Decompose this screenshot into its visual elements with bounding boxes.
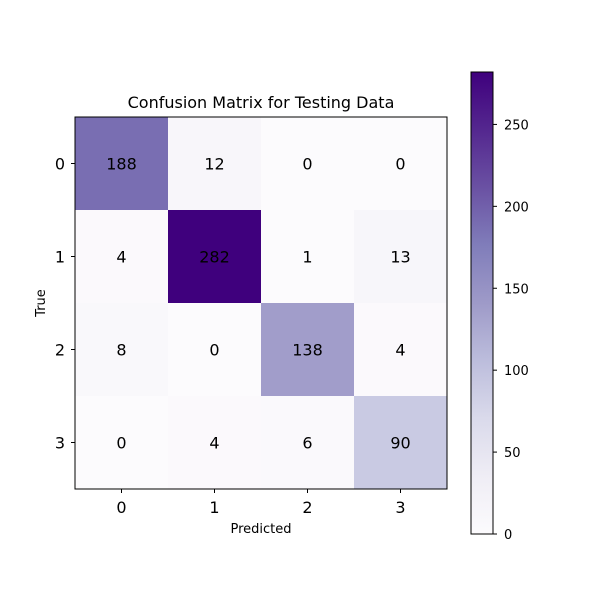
heatmap-cell [354, 117, 448, 211]
heatmap-cell [75, 210, 169, 304]
x-tick-label: 3 [395, 498, 405, 517]
y-axis-label: True [34, 289, 49, 318]
cell-value-label: 1 [302, 248, 312, 267]
heatmap-cell [261, 117, 355, 211]
cell-value-label: 6 [302, 434, 312, 453]
colorbar-tick-label: 100 [504, 364, 529, 379]
heatmap-cell [168, 396, 262, 490]
heatmap-cell [261, 303, 355, 397]
heatmap-cell [354, 210, 448, 304]
colorbar-ticks: 0 50 100 150 200 250 [493, 118, 529, 543]
cell-value-label: 13 [390, 248, 410, 267]
cell-value-label: 138 [292, 341, 323, 360]
x-tick-label: 1 [209, 498, 219, 517]
colorbar-tick-label: 200 [504, 200, 529, 215]
cell-value-label: 282 [199, 248, 230, 267]
heatmap-cell [168, 117, 262, 211]
cell-value-label: 188 [106, 155, 137, 174]
x-tick-label: 2 [302, 498, 312, 517]
plot-frame [74, 116, 448, 490]
x-axis-label: Predicted [230, 522, 291, 537]
heatmap-cell [75, 117, 169, 211]
heatmap-cell [75, 303, 169, 397]
heatmap-cell [168, 303, 262, 397]
heatmap-cells [75, 117, 448, 490]
heatmap-cell [261, 396, 355, 490]
y-tick-label: 0 [55, 155, 65, 174]
cell-value-label: 90 [390, 434, 410, 453]
cell-value-label: 0 [395, 155, 405, 174]
cell-value-label: 0 [116, 434, 126, 453]
cell-value-label: 4 [116, 248, 126, 267]
colorbar-tick-label: 150 [504, 282, 529, 297]
cell-value-label: 4 [209, 434, 219, 453]
colorbar-tick-label: 250 [504, 118, 529, 133]
heatmap-cell [168, 210, 262, 304]
y-tick-label: 1 [55, 248, 65, 267]
colorbar [470, 71, 494, 535]
cell-value-label: 0 [209, 341, 219, 360]
heatmap-cell [261, 210, 355, 304]
cell-value-label: 12 [204, 155, 224, 174]
cell-value-label: 8 [116, 341, 126, 360]
x-tick-label: 0 [116, 498, 126, 517]
chart-title: Confusion Matrix for Testing Data [128, 93, 395, 112]
y-tick-label: 2 [55, 341, 65, 360]
x-axis-ticks: 0 1 2 3 [116, 489, 406, 517]
y-axis-ticks: 0 1 2 3 [55, 155, 75, 453]
colorbar-tick-label: 50 [504, 446, 521, 461]
heatmap-cell [354, 396, 448, 490]
cell-value-label: 4 [395, 341, 405, 360]
heatmap-cell [75, 396, 169, 490]
cell-value-label: 0 [302, 155, 312, 174]
colorbar-tick-label: 0 [504, 528, 512, 543]
cell-value-labels: 188 12 0 04 282 1 138 0 138 40 4 6 90 [106, 155, 410, 453]
heatmap-cell [354, 303, 448, 397]
y-tick-label: 3 [55, 434, 65, 453]
